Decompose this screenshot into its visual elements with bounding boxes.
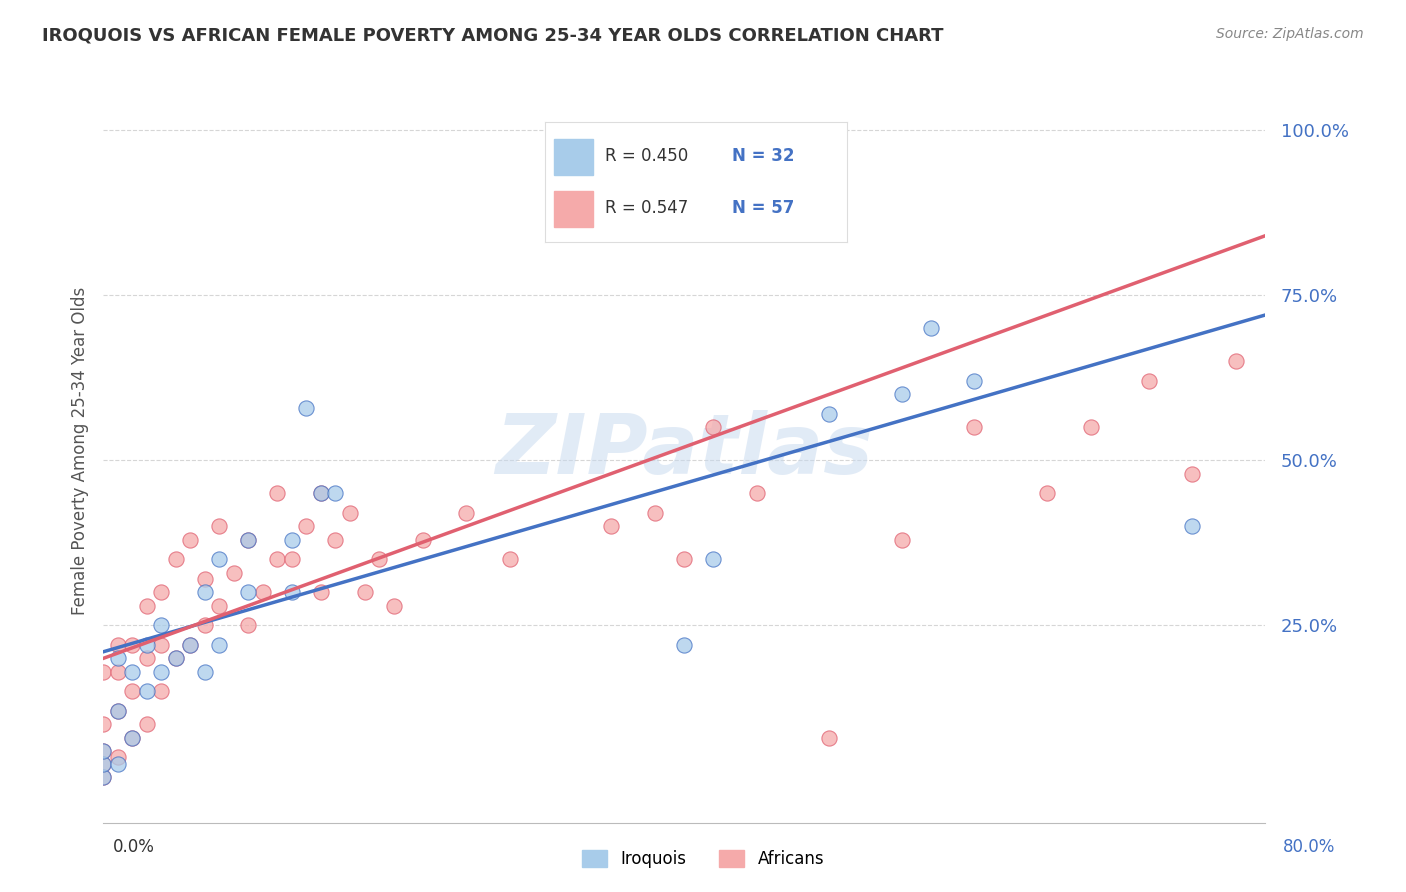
Point: [107, 704, 129, 718]
Text: ZIPatlas: ZIPatlas: [495, 410, 873, 491]
Point: [1181, 519, 1204, 533]
Point: [1181, 467, 1204, 481]
Point: [165, 651, 187, 665]
Point: [382, 599, 405, 613]
Point: [135, 651, 157, 665]
Point: [368, 552, 391, 566]
Point: [208, 638, 231, 652]
Point: [150, 585, 173, 599]
Point: [412, 533, 434, 547]
Point: [135, 684, 157, 698]
Point: [91, 770, 114, 784]
Point: [1036, 486, 1059, 500]
Point: [179, 533, 201, 547]
Point: [1137, 374, 1160, 388]
Point: [121, 731, 143, 745]
Point: [818, 407, 841, 421]
Point: [890, 533, 912, 547]
Point: [309, 486, 332, 500]
Point: [702, 420, 724, 434]
Point: [91, 744, 114, 758]
Point: [107, 757, 129, 772]
Point: [1225, 354, 1247, 368]
Point: [107, 665, 129, 679]
Point: [281, 533, 304, 547]
Point: [91, 757, 114, 772]
Point: [194, 572, 217, 586]
Text: 80.0%: 80.0%: [1284, 838, 1336, 856]
Point: [91, 665, 114, 679]
Point: [135, 717, 157, 731]
Point: [107, 651, 129, 665]
Point: [600, 519, 623, 533]
Point: [295, 401, 318, 415]
Point: [281, 585, 304, 599]
Point: [644, 506, 666, 520]
Point: [150, 684, 173, 698]
Point: [179, 638, 201, 652]
Point: [165, 552, 187, 566]
Legend: Iroquois, Africans: Iroquois, Africans: [575, 843, 831, 875]
Point: [238, 533, 260, 547]
Point: [325, 533, 347, 547]
Point: [1080, 420, 1102, 434]
Point: [91, 770, 114, 784]
Point: [208, 519, 231, 533]
Point: [456, 506, 478, 520]
Point: [194, 618, 217, 632]
Point: [266, 552, 288, 566]
Point: [121, 665, 143, 679]
Point: [107, 638, 129, 652]
Point: [818, 731, 841, 745]
Point: [208, 552, 231, 566]
Point: [353, 585, 375, 599]
Point: [121, 638, 143, 652]
Point: [121, 731, 143, 745]
Point: [222, 566, 245, 580]
Point: [91, 744, 114, 758]
Point: [963, 374, 986, 388]
Point: [499, 552, 522, 566]
Point: [920, 321, 942, 335]
Text: 0.0%: 0.0%: [112, 838, 155, 856]
Text: IROQUOIS VS AFRICAN FEMALE POVERTY AMONG 25-34 YEAR OLDS CORRELATION CHART: IROQUOIS VS AFRICAN FEMALE POVERTY AMONG…: [42, 27, 943, 45]
Point: [702, 552, 724, 566]
Point: [238, 533, 260, 547]
Point: [339, 506, 361, 520]
Point: [890, 387, 912, 401]
Point: [309, 486, 332, 500]
Point: [208, 599, 231, 613]
Point: [672, 638, 695, 652]
Point: [150, 638, 173, 652]
Point: [238, 618, 260, 632]
Point: [963, 420, 986, 434]
Point: [179, 638, 201, 652]
Point: [194, 585, 217, 599]
Point: [91, 757, 114, 772]
Point: [194, 665, 217, 679]
Text: Source: ZipAtlas.com: Source: ZipAtlas.com: [1216, 27, 1364, 41]
Point: [135, 638, 157, 652]
Point: [135, 599, 157, 613]
Point: [238, 585, 260, 599]
Y-axis label: Female Poverty Among 25-34 Year Olds: Female Poverty Among 25-34 Year Olds: [72, 286, 89, 615]
Point: [266, 486, 288, 500]
Point: [309, 585, 332, 599]
Point: [295, 519, 318, 533]
Point: [150, 665, 173, 679]
Point: [91, 717, 114, 731]
Point: [252, 585, 274, 599]
Point: [165, 651, 187, 665]
Point: [672, 552, 695, 566]
Point: [121, 684, 143, 698]
Point: [325, 486, 347, 500]
Point: [150, 618, 173, 632]
Point: [745, 486, 768, 500]
Point: [107, 750, 129, 764]
Point: [107, 704, 129, 718]
Point: [281, 552, 304, 566]
